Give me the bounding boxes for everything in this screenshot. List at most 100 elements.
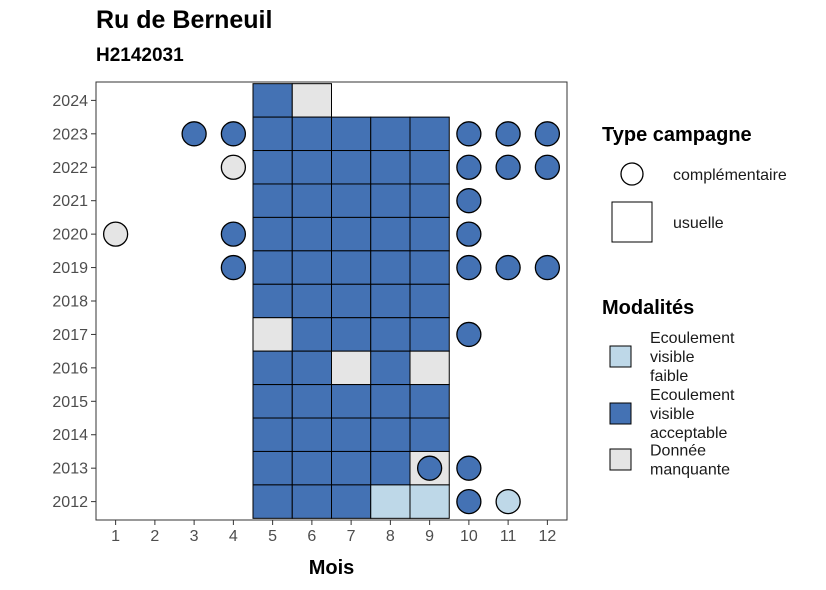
x-tick-label: 4 bbox=[229, 528, 238, 545]
legend-modality-label-line: Ecoulement bbox=[650, 387, 735, 404]
legend-modality-label: Ecoulement visible faible bbox=[650, 330, 735, 385]
x-axis-title: Mois bbox=[309, 557, 355, 579]
legend-modality-label-line: visible bbox=[650, 406, 695, 423]
x-tick-label: 6 bbox=[307, 528, 316, 545]
legend-square-symbol bbox=[611, 201, 653, 243]
x-tick-label: 12 bbox=[538, 528, 556, 545]
y-tick-label: 2019 bbox=[52, 260, 88, 277]
cell-usuelle-2022-8 bbox=[370, 150, 411, 185]
point-complementaire-2023-4 bbox=[220, 121, 247, 147]
y-tick-label: 2013 bbox=[52, 461, 88, 478]
legends: Type campagne complémentaire usuelle Modali… bbox=[602, 124, 787, 479]
y-tick-label: 2014 bbox=[52, 427, 88, 444]
legend-modality-label-line: acceptable bbox=[650, 425, 727, 442]
cell-usuelle-2024-6 bbox=[291, 83, 332, 118]
cell-usuelle-2016-9 bbox=[409, 350, 450, 386]
cell-usuelle-2020-6 bbox=[291, 216, 332, 252]
point-complementaire-2013-10 bbox=[456, 455, 482, 481]
cell-usuelle-2014-6 bbox=[291, 417, 332, 452]
cell-usuelle-2012-8 bbox=[370, 484, 411, 519]
y-tick-label: 2024 bbox=[52, 93, 88, 110]
cell-usuelle-2013-5 bbox=[252, 450, 293, 486]
cell-usuelle-2020-5 bbox=[252, 216, 293, 252]
cell-usuelle-2013-7 bbox=[331, 450, 372, 486]
legend-modality-label-line: visible bbox=[650, 349, 695, 366]
cell-usuelle-2021-6 bbox=[291, 183, 332, 218]
cell-usuelle-2024-5 bbox=[252, 83, 293, 118]
y-tick-label: 2015 bbox=[52, 394, 88, 411]
point-complementaire-2020-4 bbox=[220, 221, 247, 247]
point-complementaire-2023-3 bbox=[181, 121, 207, 147]
cell-usuelle-2012-6 bbox=[291, 484, 332, 519]
cell-usuelle-2018-5 bbox=[252, 283, 293, 319]
plot-area bbox=[102, 83, 561, 519]
point-complementaire-2017-10 bbox=[456, 321, 482, 348]
cell-usuelle-2012-7 bbox=[331, 484, 372, 519]
cell-usuelle-2015-7 bbox=[331, 384, 372, 419]
point-complementaire-2019-10 bbox=[456, 254, 482, 281]
point-complementaire-2019-12 bbox=[534, 254, 561, 281]
cell-usuelle-2017-5 bbox=[252, 317, 293, 352]
cell-usuelle-2014-8 bbox=[370, 417, 411, 452]
cell-usuelle-2021-9 bbox=[409, 183, 450, 218]
x-tick-label: 2 bbox=[150, 528, 159, 545]
y-tick-label: 2012 bbox=[52, 494, 88, 511]
cell-usuelle-2021-5 bbox=[252, 183, 293, 218]
point-complementaire-2012-11 bbox=[495, 488, 521, 515]
legend-modality-label-line: faible bbox=[650, 368, 688, 385]
legend-modality-key bbox=[609, 402, 632, 425]
cell-usuelle-2016-7 bbox=[331, 350, 372, 386]
cell-usuelle-2019-8 bbox=[370, 250, 411, 285]
cell-usuelle-2022-9 bbox=[409, 150, 450, 185]
legend-modality-label-line: manquante bbox=[650, 462, 730, 479]
point-complementaire-2022-4 bbox=[220, 154, 247, 180]
legend-modality-key bbox=[609, 448, 632, 471]
legend-modality-label-line: Donnée bbox=[650, 443, 706, 460]
cell-usuelle-2019-5 bbox=[252, 250, 293, 285]
point-complementaire-2020-10 bbox=[456, 221, 482, 247]
cell-usuelle-2023-7 bbox=[331, 116, 372, 152]
legend-modality-label: Donnée manquante bbox=[650, 443, 730, 479]
y-tick-label: 2017 bbox=[52, 327, 88, 344]
cell-usuelle-2015-9 bbox=[409, 384, 450, 419]
cell-usuelle-2016-8 bbox=[370, 350, 411, 386]
x-tick-label: 3 bbox=[190, 528, 199, 545]
y-tick-label: 2018 bbox=[52, 294, 88, 311]
cell-usuelle-2014-9 bbox=[409, 417, 450, 452]
cell-usuelle-2016-6 bbox=[291, 350, 332, 386]
point-complementaire-2019-11 bbox=[495, 254, 521, 281]
cell-usuelle-2019-7 bbox=[331, 250, 372, 285]
cell-usuelle-2020-8 bbox=[370, 216, 411, 252]
x-tick-label: 5 bbox=[268, 528, 277, 545]
cell-usuelle-2023-9 bbox=[409, 116, 450, 152]
legend-modality-key bbox=[609, 345, 632, 368]
cell-usuelle-2020-7 bbox=[331, 216, 372, 252]
cell-usuelle-2018-9 bbox=[409, 283, 450, 319]
point-complementaire-2012-10 bbox=[456, 488, 482, 515]
legend-modality-title: Modalités bbox=[602, 297, 694, 319]
cell-usuelle-2017-7 bbox=[331, 317, 372, 352]
point-complementaire-2022-11 bbox=[495, 154, 521, 180]
cell-usuelle-2018-8 bbox=[370, 283, 411, 319]
cell-usuelle-2014-5 bbox=[252, 417, 293, 452]
point-complementaire-2023-10 bbox=[456, 121, 482, 147]
legend-modality-label: Ecoulement visible acceptable bbox=[650, 387, 735, 442]
x-tick-label: 10 bbox=[460, 528, 478, 545]
point-complementaire-2020-1 bbox=[102, 221, 129, 247]
cell-usuelle-2016-5 bbox=[252, 350, 293, 386]
point-complementaire-2023-11 bbox=[495, 121, 521, 147]
x-tick-label: 11 bbox=[500, 528, 517, 545]
cell-usuelle-2017-6 bbox=[291, 317, 332, 352]
point-complementaire-2021-10 bbox=[456, 188, 482, 214]
point-complementaire-2023-12 bbox=[534, 121, 561, 147]
cell-usuelle-2013-6 bbox=[291, 450, 332, 486]
cell-usuelle-2017-8 bbox=[370, 317, 411, 352]
axes: 1 2 3 4 5 6 7 8 9 10 11 122012201320142015201620172… bbox=[52, 81, 568, 579]
cell-usuelle-2021-7 bbox=[331, 183, 372, 218]
y-tick-label: 2023 bbox=[52, 126, 88, 143]
legend-campaign-label: complémentaire bbox=[673, 167, 787, 184]
cell-usuelle-2022-5 bbox=[252, 150, 293, 185]
point-complementaire-2022-12 bbox=[534, 154, 561, 180]
point-complementaire-2013-9 bbox=[416, 455, 443, 481]
